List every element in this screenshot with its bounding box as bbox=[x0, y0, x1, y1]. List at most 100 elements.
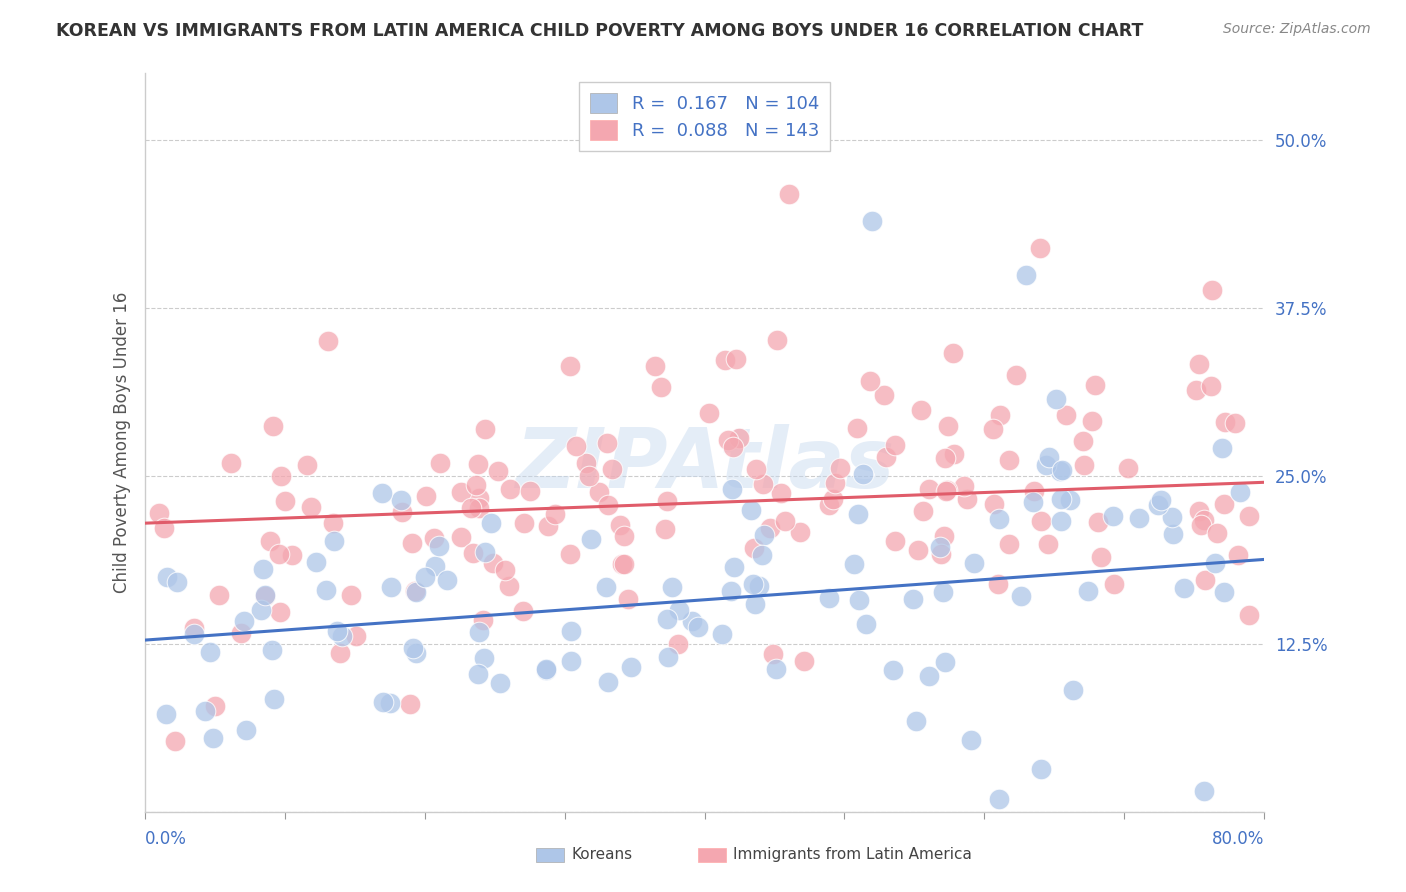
Point bbox=[270, 469, 292, 483]
Point bbox=[963, 556, 986, 570]
Point bbox=[862, 214, 884, 228]
Point bbox=[997, 452, 1019, 467]
Point bbox=[936, 419, 959, 434]
Point bbox=[575, 456, 598, 470]
Point bbox=[1128, 511, 1150, 525]
Point bbox=[280, 548, 302, 562]
Point bbox=[655, 612, 678, 626]
Point bbox=[165, 733, 187, 747]
Point bbox=[907, 542, 929, 557]
Point bbox=[778, 186, 800, 201]
Point bbox=[1194, 573, 1216, 587]
Point bbox=[1052, 463, 1074, 477]
Point bbox=[884, 438, 907, 452]
Point bbox=[194, 704, 217, 718]
Point bbox=[340, 588, 363, 602]
Point bbox=[482, 556, 505, 570]
Point bbox=[1005, 368, 1028, 382]
Point bbox=[988, 791, 1011, 805]
Point bbox=[818, 498, 841, 512]
Text: Immigrants from Latin America: Immigrants from Latin America bbox=[733, 847, 972, 863]
Point bbox=[560, 624, 582, 639]
Point bbox=[610, 557, 633, 571]
Point bbox=[613, 558, 636, 572]
Point bbox=[399, 697, 422, 711]
Point bbox=[1211, 441, 1233, 455]
Point bbox=[413, 570, 436, 584]
Point bbox=[842, 558, 865, 572]
Point bbox=[717, 434, 740, 448]
Point bbox=[297, 458, 319, 473]
Point bbox=[494, 563, 516, 577]
Point bbox=[560, 359, 582, 373]
Point bbox=[404, 584, 426, 599]
Point bbox=[598, 499, 620, 513]
Point bbox=[987, 577, 1010, 591]
Point bbox=[1059, 492, 1081, 507]
Point bbox=[229, 626, 252, 640]
Point bbox=[579, 532, 602, 546]
Point bbox=[183, 627, 205, 641]
Point bbox=[1237, 509, 1260, 524]
Point bbox=[988, 408, 1011, 422]
Point bbox=[846, 507, 869, 521]
Point bbox=[467, 491, 489, 505]
Point bbox=[1116, 461, 1139, 475]
Point bbox=[560, 654, 582, 668]
Point bbox=[595, 580, 617, 594]
Point bbox=[405, 585, 427, 599]
Point bbox=[661, 580, 683, 594]
Point bbox=[769, 486, 792, 500]
Point bbox=[373, 695, 395, 709]
Point bbox=[688, 620, 710, 634]
Point bbox=[953, 479, 976, 493]
Point bbox=[208, 588, 231, 602]
Point bbox=[1188, 357, 1211, 371]
Point bbox=[389, 493, 412, 508]
Point bbox=[742, 541, 765, 555]
Point bbox=[1229, 484, 1251, 499]
Point bbox=[1029, 514, 1052, 528]
Point bbox=[486, 464, 509, 478]
Point bbox=[235, 723, 257, 738]
Point bbox=[415, 489, 437, 503]
Point bbox=[468, 501, 491, 516]
Point bbox=[998, 537, 1021, 551]
Point bbox=[423, 531, 446, 545]
Point bbox=[1015, 268, 1038, 282]
Point bbox=[650, 380, 672, 394]
Point bbox=[299, 500, 322, 514]
Point bbox=[479, 516, 502, 531]
Point bbox=[725, 351, 748, 366]
Point bbox=[721, 440, 744, 454]
Point bbox=[720, 583, 742, 598]
Point bbox=[153, 521, 176, 535]
Point bbox=[1161, 509, 1184, 524]
Point bbox=[489, 676, 512, 690]
Point bbox=[1010, 590, 1032, 604]
Point bbox=[1049, 464, 1071, 478]
Point bbox=[934, 656, 956, 670]
Point bbox=[848, 593, 870, 607]
Point bbox=[467, 457, 489, 471]
Point bbox=[935, 483, 957, 497]
Point bbox=[1090, 550, 1112, 565]
Point bbox=[711, 627, 734, 641]
Point bbox=[316, 334, 339, 348]
Point bbox=[472, 650, 495, 665]
Point bbox=[262, 418, 284, 433]
Point bbox=[1213, 497, 1236, 511]
Point bbox=[200, 645, 222, 659]
Point bbox=[1192, 784, 1215, 798]
Point bbox=[855, 617, 877, 632]
Point bbox=[250, 603, 273, 617]
Point bbox=[901, 591, 924, 606]
Point bbox=[852, 467, 875, 482]
Point bbox=[588, 485, 610, 500]
Point bbox=[943, 447, 966, 461]
Point bbox=[536, 664, 558, 678]
Y-axis label: Child Poverty Among Boys Under 16: Child Poverty Among Boys Under 16 bbox=[114, 292, 131, 593]
Point bbox=[259, 533, 281, 548]
Point bbox=[823, 492, 845, 507]
Point bbox=[460, 500, 482, 515]
